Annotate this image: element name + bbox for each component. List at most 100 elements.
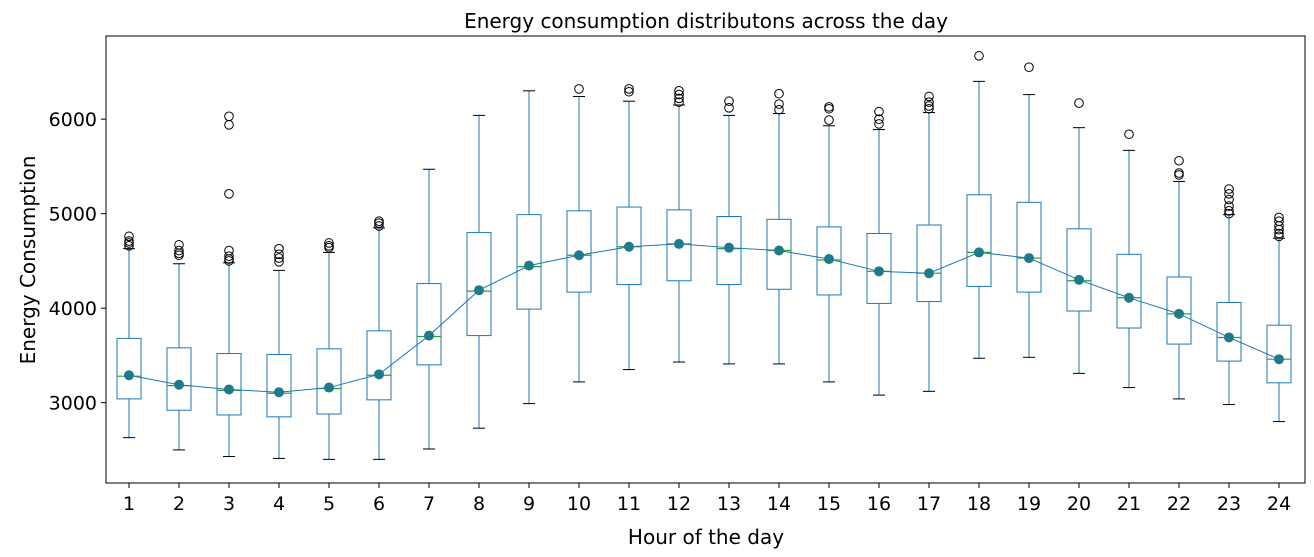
outlier-point (224, 251, 234, 261)
x-tick-label: 2 (173, 493, 185, 515)
mean-marker (324, 382, 334, 393)
box-group-hour-15 (816, 102, 842, 383)
y-axis-title: Energy Consumption (16, 156, 40, 365)
mean-marker (624, 241, 634, 252)
outlier-point (224, 245, 234, 256)
x-tick-label: 22 (1167, 493, 1191, 515)
mean-marker (824, 254, 834, 265)
outlier-point (1274, 231, 1284, 242)
outlier-point (974, 51, 984, 61)
box-iqr (416, 283, 442, 366)
outlier-point (1224, 201, 1234, 211)
outlier-point (274, 253, 284, 263)
mean-marker (524, 260, 534, 271)
box-iqr (166, 347, 192, 411)
outlier-point (574, 84, 584, 94)
box-iqr (1116, 253, 1142, 329)
mean-marker (1274, 354, 1284, 365)
outlier-point (274, 257, 284, 267)
mean-marker (1124, 292, 1134, 303)
outlier-point (224, 189, 234, 199)
outlier-point (874, 119, 884, 129)
outlier-point (1274, 216, 1284, 227)
y-axis-ticks: 3000 4000 5000 6000 (49, 109, 106, 415)
mean-marker (774, 245, 784, 256)
box-iqr (516, 214, 542, 310)
box-group-hour-11 (616, 84, 642, 371)
x-tick-label: 13 (717, 493, 741, 515)
x-tick-label: 18 (967, 493, 991, 515)
box-iqr (566, 210, 592, 293)
box-group-hour-12 (666, 86, 692, 363)
x-tick-label: 10 (567, 493, 591, 515)
x-tick-label: 3 (223, 493, 235, 515)
mean-marker (374, 369, 384, 380)
x-tick-label: 21 (1117, 493, 1141, 515)
box-group-hour-5 (316, 238, 342, 460)
mean-marker (574, 250, 584, 261)
outlier-point (374, 216, 384, 227)
x-tick-label: 15 (817, 493, 841, 515)
plot-frame (105, 35, 1306, 484)
box-group-hour-23 (1216, 184, 1242, 406)
x-tick-label: 23 (1217, 493, 1241, 515)
box-iqr (216, 353, 242, 416)
x-tick-label: 11 (617, 493, 641, 515)
box-iqr (1216, 301, 1242, 362)
outlier-point (924, 91, 934, 102)
outlier-point (1224, 206, 1234, 216)
outlier-point (1024, 62, 1034, 72)
x-tick-label: 1 (123, 493, 135, 515)
outlier-point (774, 104, 784, 115)
x-tick-label: 7 (423, 493, 435, 515)
box-iqr (466, 232, 492, 337)
outlier-point (924, 103, 934, 114)
box-group-hour-19 (1016, 62, 1042, 358)
box-group-hour-6 (366, 216, 392, 460)
box-iqr (366, 330, 392, 401)
mean-marker (1174, 308, 1184, 319)
box-iqr (1066, 228, 1092, 312)
box-iqr (766, 218, 792, 290)
outlier-point (674, 89, 684, 100)
box-group-hour-9 (516, 90, 542, 405)
x-tick-label: 14 (767, 493, 791, 515)
box-iqr (316, 348, 342, 415)
outlier-point (274, 243, 284, 254)
y-tick-label: 4000 (49, 298, 97, 320)
box-iqr (816, 226, 842, 296)
x-tick-label: 5 (323, 493, 335, 515)
outlier-point (1224, 189, 1234, 199)
box-group-hour-7 (416, 168, 442, 450)
box-group-hour-18 (966, 51, 992, 359)
outlier-point (824, 103, 834, 114)
outlier-point (724, 103, 734, 113)
outlier-point (774, 88, 784, 99)
outlier-point (1224, 208, 1234, 219)
outlier-point (1124, 129, 1134, 140)
plot-marks (116, 51, 1292, 460)
outlier-point (674, 86, 684, 96)
mean-marker (424, 330, 434, 341)
outlier-point (924, 97, 934, 107)
outlier-point (874, 106, 884, 117)
box-iqr (1016, 201, 1042, 293)
outlier-point (124, 231, 134, 242)
box-iqr (1266, 324, 1292, 384)
box-group-hour-2 (166, 240, 192, 451)
outlier-point (1224, 184, 1234, 194)
box-group-hour-14 (766, 88, 792, 365)
x-tick-label: 17 (917, 493, 941, 515)
outlier-point (824, 115, 834, 125)
x-tick-label: 16 (867, 493, 891, 515)
mean-marker (924, 268, 934, 279)
outlier-point (724, 96, 734, 107)
mean-marker (474, 285, 484, 296)
y-tick-label: 6000 (49, 109, 97, 131)
mean-marker (1074, 274, 1084, 285)
outlier-point (1274, 212, 1284, 223)
outlier-point (174, 245, 184, 256)
outlier-point (224, 111, 234, 122)
x-tick-label: 24 (1267, 493, 1291, 515)
